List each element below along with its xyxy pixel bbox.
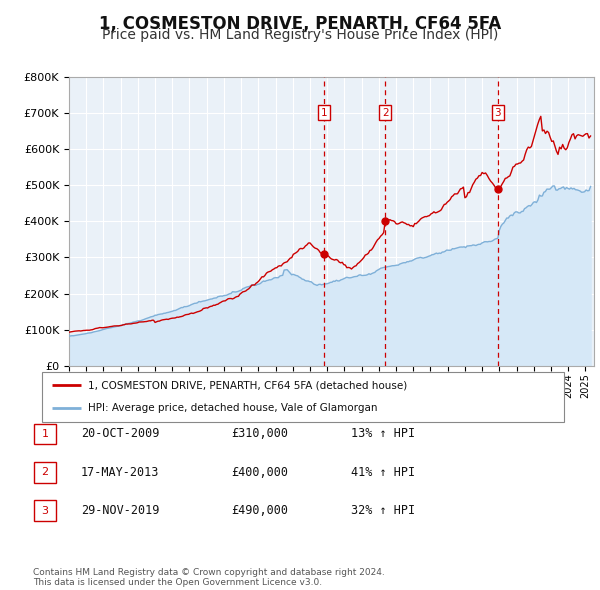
Text: £310,000: £310,000: [231, 427, 288, 441]
Text: 17-MAY-2013: 17-MAY-2013: [81, 466, 160, 479]
Text: 32% ↑ HPI: 32% ↑ HPI: [351, 504, 415, 517]
Text: £400,000: £400,000: [231, 466, 288, 479]
Text: Price paid vs. HM Land Registry's House Price Index (HPI): Price paid vs. HM Land Registry's House …: [102, 28, 498, 42]
Text: £490,000: £490,000: [231, 504, 288, 517]
Text: 13% ↑ HPI: 13% ↑ HPI: [351, 427, 415, 441]
Text: 1: 1: [41, 429, 49, 439]
Text: 3: 3: [41, 506, 49, 516]
Text: 29-NOV-2019: 29-NOV-2019: [81, 504, 160, 517]
Text: 1: 1: [320, 108, 327, 118]
Text: 1, COSMESTON DRIVE, PENARTH, CF64 5FA: 1, COSMESTON DRIVE, PENARTH, CF64 5FA: [99, 15, 501, 33]
Text: 2: 2: [382, 108, 389, 118]
Text: Contains HM Land Registry data © Crown copyright and database right 2024.
This d: Contains HM Land Registry data © Crown c…: [33, 568, 385, 587]
Text: 20-OCT-2009: 20-OCT-2009: [81, 427, 160, 441]
Text: 2: 2: [41, 467, 49, 477]
Text: 1, COSMESTON DRIVE, PENARTH, CF64 5FA (detached house): 1, COSMESTON DRIVE, PENARTH, CF64 5FA (d…: [88, 380, 407, 390]
Text: 41% ↑ HPI: 41% ↑ HPI: [351, 466, 415, 479]
Text: 3: 3: [494, 108, 501, 118]
Text: HPI: Average price, detached house, Vale of Glamorgan: HPI: Average price, detached house, Vale…: [88, 404, 377, 414]
